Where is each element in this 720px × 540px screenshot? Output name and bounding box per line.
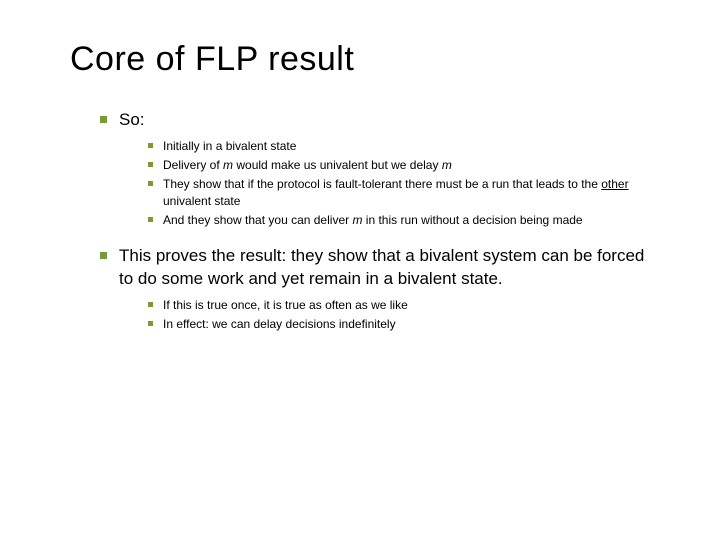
- list-item: If this is true once, it is true as ofte…: [148, 297, 650, 313]
- square-bullet-icon: [148, 321, 153, 326]
- square-bullet-icon: [148, 143, 153, 148]
- list-item: Initially in a bivalent state: [148, 138, 650, 154]
- square-bullet-icon: [148, 217, 153, 222]
- list-item-text: So:: [119, 109, 650, 132]
- square-bullet-icon: [100, 252, 107, 259]
- list-item-text: In effect: we can delay decisions indefi…: [163, 316, 650, 332]
- list-item-text: Delivery of m would make us univalent bu…: [163, 157, 650, 173]
- list-item: They show that if the protocol is fault-…: [148, 176, 650, 208]
- slide-title: Core of FLP result: [70, 40, 650, 79]
- list-item-text: And they show that you can deliver m in …: [163, 212, 650, 228]
- list-item: So:: [100, 109, 650, 132]
- square-bullet-icon: [100, 116, 107, 123]
- list-item: And they show that you can deliver m in …: [148, 212, 650, 228]
- square-bullet-icon: [148, 162, 153, 167]
- list-item-text: Initially in a bivalent state: [163, 138, 650, 154]
- square-bullet-icon: [148, 181, 153, 186]
- bullet-list: So: Initially in a bivalent state Delivery…: [70, 109, 650, 332]
- list-item-text: This proves the result: they show that a…: [119, 245, 650, 291]
- list-item: Delivery of m would make us univalent bu…: [148, 157, 650, 173]
- list-item-text: They show that if the protocol is fault-…: [163, 176, 650, 208]
- list-item: In effect: we can delay decisions indefi…: [148, 316, 650, 332]
- square-bullet-icon: [148, 302, 153, 307]
- slide: Core of FLP result So: Initially in a biv…: [0, 0, 720, 540]
- list-item: This proves the result: they show that a…: [100, 245, 650, 291]
- list-item-text: If this is true once, it is true as ofte…: [163, 297, 650, 313]
